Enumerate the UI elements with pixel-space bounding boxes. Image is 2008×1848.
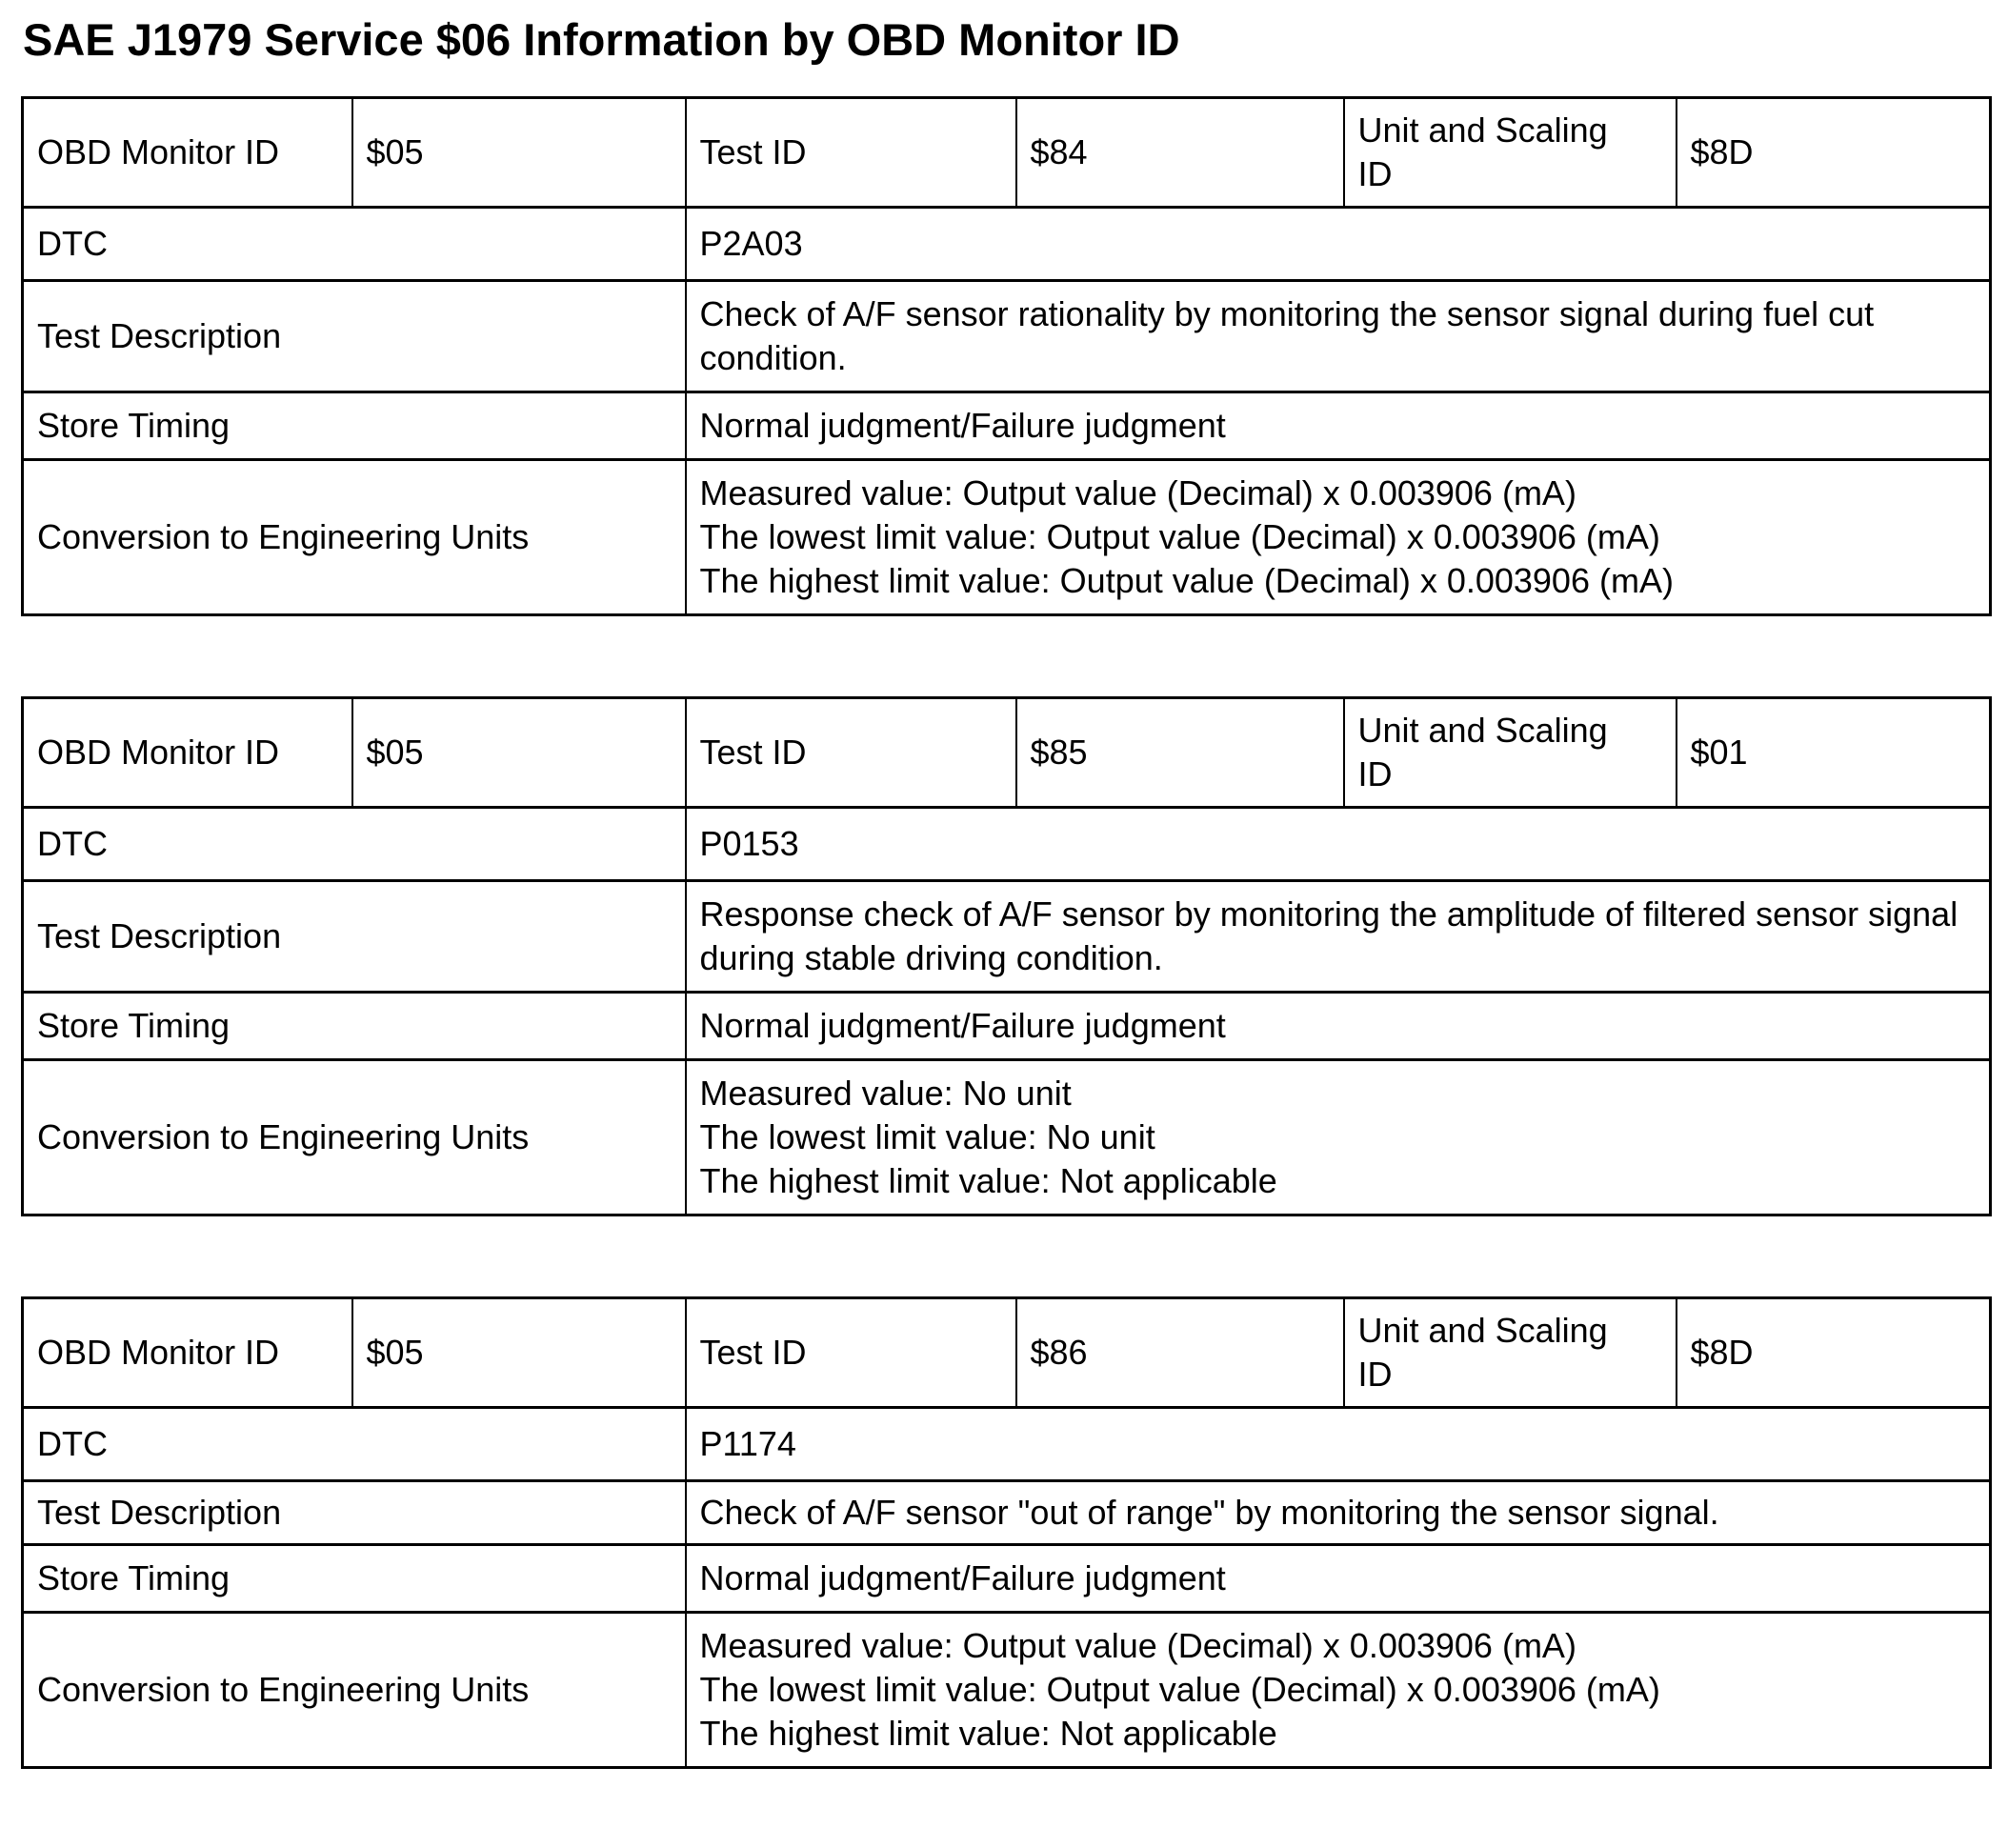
store-timing-value: Normal judgment/Failure judgment xyxy=(684,1543,1992,1614)
test-description-row: Test Description Response check of A/F s… xyxy=(21,879,1992,994)
test-description-value: Check of A/F sensor "out of range" by mo… xyxy=(684,1479,1992,1546)
store-timing-row: Store Timing Normal judgment/Failure jud… xyxy=(21,991,1992,1061)
dtc-row: DTC P2A03 xyxy=(21,206,1992,282)
conversion-line-lowest: The lowest limit value: Output value (De… xyxy=(699,516,1660,556)
unit-scaling-id-label-text: Unit and Scaling ID xyxy=(1357,1310,1608,1394)
obd-monitor-id-label: OBD Monitor ID xyxy=(21,96,353,209)
table-header-row: OBD Monitor ID $05 Test ID $85 Unit and … xyxy=(21,696,1992,809)
test-id-label: Test ID xyxy=(684,1296,1017,1409)
test-description-label: Test Description xyxy=(21,279,687,393)
dtc-label: DTC xyxy=(21,806,687,882)
conversion-label: Conversion to Engineering Units xyxy=(21,458,687,616)
conversion-row: Conversion to Engineering Units Measured… xyxy=(21,1058,1992,1216)
dtc-value: P2A03 xyxy=(684,206,1992,282)
test-id-label: Test ID xyxy=(684,696,1017,809)
conversion-row: Conversion to Engineering Units Measured… xyxy=(21,1611,1992,1769)
conversion-line-lowest: The lowest limit value: No unit xyxy=(699,1116,1155,1156)
unit-scaling-id-value: $8D xyxy=(1675,1296,1992,1409)
store-timing-value: Normal judgment/Failure judgment xyxy=(684,391,1992,461)
conversion-value: Measured value: No unit The lowest limit… xyxy=(684,1058,1992,1216)
test-description-label: Test Description xyxy=(21,1479,687,1546)
test-description-label: Test Description xyxy=(21,879,687,994)
unit-scaling-id-label-text: Unit and Scaling ID xyxy=(1357,110,1608,193)
store-timing-label: Store Timing xyxy=(21,391,687,461)
test-description-row: Test Description Check of A/F sensor rat… xyxy=(21,279,1992,393)
unit-scaling-id-value: $01 xyxy=(1675,696,1992,809)
store-timing-label: Store Timing xyxy=(21,991,687,1061)
obd-monitor-id-value: $05 xyxy=(351,696,687,809)
table-header-row: OBD Monitor ID $05 Test ID $84 Unit and … xyxy=(21,96,1992,209)
conversion-value: Measured value: Output value (Decimal) x… xyxy=(684,458,1992,616)
conversion-line-lowest: The lowest limit value: Output value (De… xyxy=(699,1669,1660,1709)
test-description-value: Check of A/F sensor rationality by monit… xyxy=(684,279,1992,393)
conversion-line-highest: The highest limit value: Output value (D… xyxy=(699,561,1674,601)
conversion-line-measured: Measured value: No unit xyxy=(699,1073,1072,1113)
conversion-line-highest: The highest limit value: Not applicable xyxy=(699,1714,1277,1754)
test-description-value: Response check of A/F sensor by monitori… xyxy=(684,879,1992,994)
conversion-label: Conversion to Engineering Units xyxy=(21,1611,687,1769)
test-description-row: Test Description Check of A/F sensor "ou… xyxy=(21,1479,1992,1546)
unit-scaling-id-label: Unit and Scaling ID xyxy=(1342,96,1677,209)
conversion-label: Conversion to Engineering Units xyxy=(21,1058,687,1216)
unit-scaling-id-label: Unit and Scaling ID xyxy=(1342,696,1677,809)
page-title: SAE J1979 Service $06 Information by OBD… xyxy=(23,14,1180,65)
dtc-label: DTC xyxy=(21,206,687,282)
store-timing-row: Store Timing Normal judgment/Failure jud… xyxy=(21,1543,1992,1614)
dtc-row: DTC P1174 xyxy=(21,1406,1992,1482)
store-timing-label: Store Timing xyxy=(21,1543,687,1614)
obd-monitor-id-label: OBD Monitor ID xyxy=(21,1296,353,1409)
dtc-value: P1174 xyxy=(684,1406,1992,1482)
obd-monitor-table-3: OBD Monitor ID $05 Test ID $86 Unit and … xyxy=(21,1296,1992,1769)
unit-scaling-id-label: Unit and Scaling ID xyxy=(1342,1296,1677,1409)
test-id-label: Test ID xyxy=(684,96,1017,209)
obd-monitor-id-value: $05 xyxy=(351,96,687,209)
store-timing-row: Store Timing Normal judgment/Failure jud… xyxy=(21,391,1992,461)
obd-monitor-table-1: OBD Monitor ID $05 Test ID $84 Unit and … xyxy=(21,96,1992,616)
test-id-value: $86 xyxy=(1014,1296,1345,1409)
unit-scaling-id-label-text: Unit and Scaling ID xyxy=(1357,710,1608,793)
unit-scaling-id-value: $8D xyxy=(1675,96,1992,209)
conversion-line-measured: Measured value: Output value (Decimal) x… xyxy=(699,1625,1576,1665)
dtc-row: DTC P0153 xyxy=(21,806,1992,882)
table-header-row: OBD Monitor ID $05 Test ID $86 Unit and … xyxy=(21,1296,1992,1409)
conversion-row: Conversion to Engineering Units Measured… xyxy=(21,458,1992,616)
conversion-value: Measured value: Output value (Decimal) x… xyxy=(684,1611,1992,1769)
obd-monitor-table-2: OBD Monitor ID $05 Test ID $85 Unit and … xyxy=(21,696,1992,1216)
test-id-value: $84 xyxy=(1014,96,1345,209)
obd-monitor-id-label: OBD Monitor ID xyxy=(21,696,353,809)
conversion-line-highest: The highest limit value: Not applicable xyxy=(699,1161,1277,1201)
dtc-label: DTC xyxy=(21,1406,687,1482)
obd-monitor-id-value: $05 xyxy=(351,1296,687,1409)
test-id-value: $85 xyxy=(1014,696,1345,809)
conversion-line-measured: Measured value: Output value (Decimal) x… xyxy=(699,472,1576,512)
dtc-value: P0153 xyxy=(684,806,1992,882)
store-timing-value: Normal judgment/Failure judgment xyxy=(684,991,1992,1061)
